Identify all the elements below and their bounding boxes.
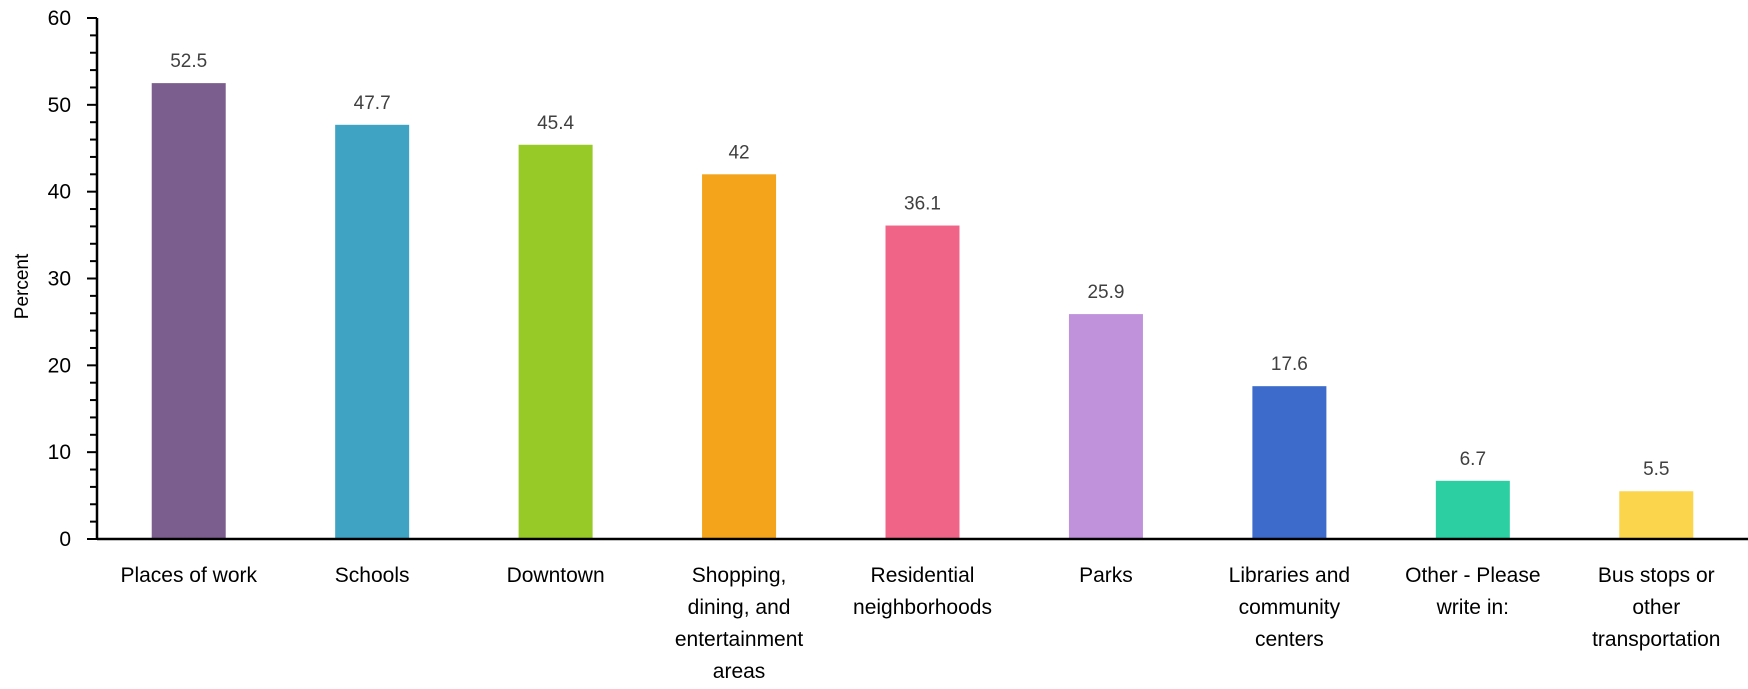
x-category-label: Residential neighborhoods	[853, 564, 992, 619]
bar	[885, 225, 960, 539]
data-label: 25.9	[1087, 282, 1124, 303]
x-category-label: Parks	[1079, 564, 1133, 587]
bar	[1435, 480, 1510, 539]
y-tick-label: 50	[48, 94, 71, 117]
bar	[1619, 491, 1694, 539]
y-tick-label: 10	[48, 441, 71, 464]
x-category-label: Other - Please write in:	[1405, 564, 1540, 619]
x-category-label: Places of work	[120, 564, 257, 587]
y-tick-label: 30	[48, 268, 71, 291]
y-tick-label: 20	[48, 354, 71, 377]
data-label: 42	[728, 142, 749, 163]
bar	[151, 83, 226, 539]
x-category-label: Bus stops or other transportation	[1592, 564, 1720, 651]
bar	[518, 144, 593, 539]
data-label: 36.1	[904, 194, 941, 215]
bar	[702, 174, 777, 540]
x-axis: Places of work Schools Downtown Shopping, di…	[97, 537, 1748, 683]
data-label: 52.5	[170, 51, 207, 72]
x-category-label: Libraries and community centers	[1229, 564, 1350, 651]
x-category-label: Schools	[335, 564, 410, 587]
x-category-label: Shopping, dining, and entertainment areas	[675, 564, 804, 683]
bars: 52.5 47.7 45.4 42 36.1 25.9 17.6 6.7 5.5	[151, 51, 1694, 540]
y-tick-label: 60	[48, 7, 71, 30]
bar	[1252, 386, 1327, 539]
y-axis-title: Percent	[12, 253, 33, 319]
y-axis: 0 10 20 30 40 50 60	[48, 7, 99, 551]
data-label: 45.4	[537, 113, 574, 134]
bar	[1068, 314, 1143, 539]
data-label: 17.6	[1271, 354, 1308, 375]
y-tick-label: 0	[59, 528, 71, 551]
data-label: 5.5	[1643, 459, 1669, 480]
y-tick-label: 40	[48, 181, 71, 204]
data-label: 47.7	[354, 93, 391, 114]
x-category-label: Downtown	[507, 564, 605, 587]
bar	[335, 124, 410, 540]
data-label: 6.7	[1460, 449, 1486, 470]
